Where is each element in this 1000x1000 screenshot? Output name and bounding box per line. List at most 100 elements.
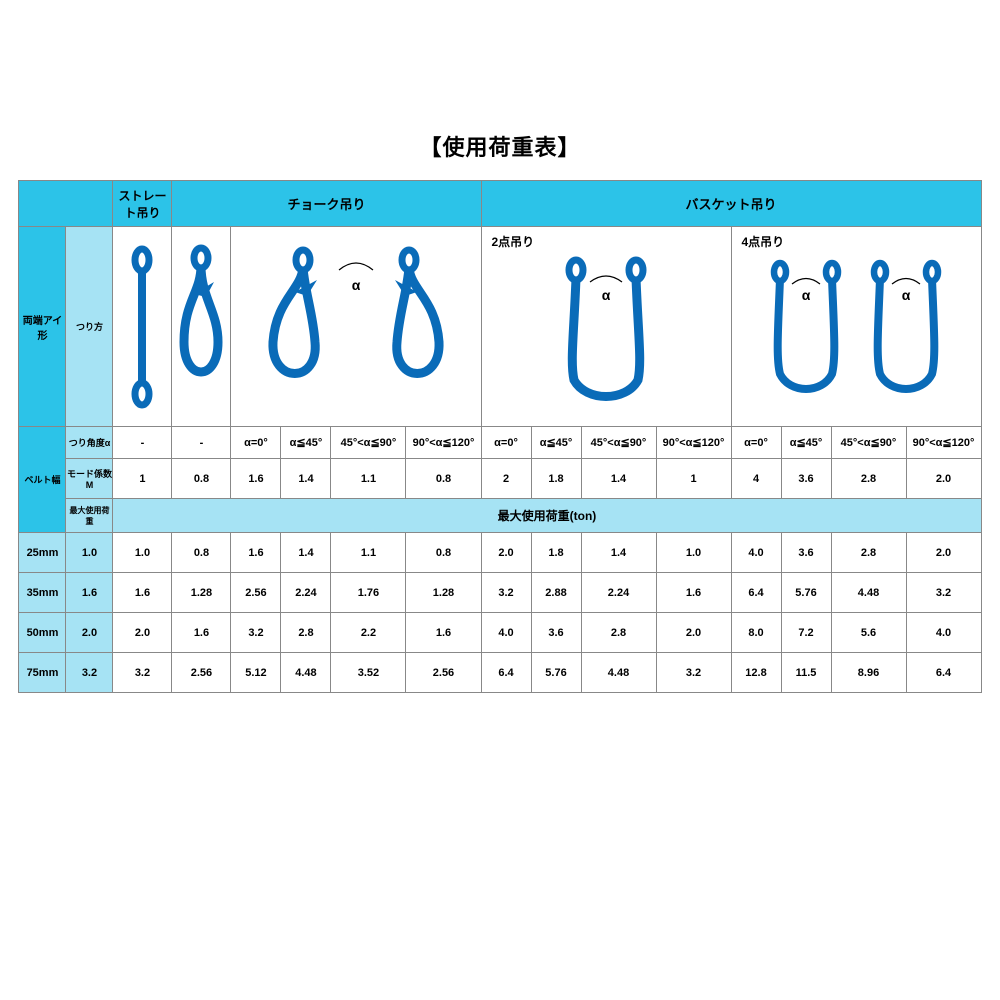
d0-8: 1.4 (581, 533, 656, 573)
hdr-straight: ストレート吊り (113, 181, 172, 227)
m-5: 0.8 (406, 459, 481, 499)
d3-9: 3.2 (656, 653, 731, 693)
d3-5: 2.56 (406, 653, 481, 693)
d3-2: 5.12 (231, 653, 281, 693)
d3-10: 12.8 (731, 653, 781, 693)
d1-11: 5.76 (781, 573, 831, 613)
d0-9: 1.0 (656, 533, 731, 573)
d3-0: 3.2 (113, 653, 172, 693)
d3-7: 5.76 (531, 653, 581, 693)
d1-4: 1.76 (331, 573, 406, 613)
d1-9: 1.6 (656, 573, 731, 613)
ang-12: 45°<α≦90° (831, 427, 906, 459)
d0-1: 0.8 (172, 533, 231, 573)
d0-11: 3.6 (781, 533, 831, 573)
ang-0: - (113, 427, 172, 459)
m-10: 4 (731, 459, 781, 499)
illus-choker-single (172, 227, 231, 427)
d1-1: 1.28 (172, 573, 231, 613)
maxload-title: 最大使用荷重(ton) (113, 499, 981, 533)
d2-1: 1.6 (172, 613, 231, 653)
ang-5: 90°<α≦120° (406, 427, 481, 459)
illus-straight (113, 227, 172, 427)
d2-7: 3.6 (531, 613, 581, 653)
ang-8: 45°<α≦90° (581, 427, 656, 459)
d0-10: 4.0 (731, 533, 781, 573)
d2-6: 4.0 (481, 613, 531, 653)
d2-10: 8.0 (731, 613, 781, 653)
data-row-2: 50mm 2.0 2.0 1.6 3.2 2.8 2.2 1.6 4.0 3.6… (19, 613, 981, 653)
d3-6: 6.4 (481, 653, 531, 693)
svg-text:α: α (602, 287, 611, 303)
d3-4: 3.52 (331, 653, 406, 693)
ang-7: α≦45° (531, 427, 581, 459)
d1-10: 6.4 (731, 573, 781, 613)
ang-2: α=0° (231, 427, 281, 459)
mode-label: モード係数M (66, 459, 113, 499)
m-8: 1.4 (581, 459, 656, 499)
d3-11: 11.5 (781, 653, 831, 693)
illus-basket-2pt: 2点吊り α (481, 227, 731, 427)
d3-13: 6.4 (906, 653, 981, 693)
d1-8: 2.24 (581, 573, 656, 613)
ang-13: 90°<α≦120° (906, 427, 981, 459)
d3-12: 8.96 (831, 653, 906, 693)
d0-12: 2.8 (831, 533, 906, 573)
d3-1: 2.56 (172, 653, 231, 693)
d0-6: 2.0 (481, 533, 531, 573)
angle-row: ベルト幅 つり角度α - - α=0° α≦45° 45°<α≦90° 90°<… (19, 427, 981, 459)
m-11: 3.6 (781, 459, 831, 499)
mode-row: モード係数M 1 0.8 1.6 1.4 1.1 0.8 2 1.8 1.4 1… (19, 459, 981, 499)
ang-11: α≦45° (781, 427, 831, 459)
hdr-method: つり方 (66, 227, 113, 427)
maxload-side: 最大使用荷重 (66, 499, 113, 533)
d2-2: 3.2 (231, 613, 281, 653)
data-row-3: 75mm 3.2 3.2 2.56 5.12 4.48 3.52 2.56 6.… (19, 653, 981, 693)
base-0: 1.0 (66, 533, 113, 573)
m-12: 2.8 (831, 459, 906, 499)
label-2pt: 2点吊り (492, 233, 535, 250)
d0-4: 1.1 (331, 533, 406, 573)
hdr-choker: チョーク吊り (172, 181, 481, 227)
d1-3: 2.24 (281, 573, 331, 613)
belt-2: 50mm (19, 613, 66, 653)
d1-0: 1.6 (113, 573, 172, 613)
d0-7: 1.8 (531, 533, 581, 573)
belt-1: 35mm (19, 573, 66, 613)
d0-13: 2.0 (906, 533, 981, 573)
d2-13: 4.0 (906, 613, 981, 653)
d2-8: 2.8 (581, 613, 656, 653)
m-13: 2.0 (906, 459, 981, 499)
header-row-1: ストレート吊り チョーク吊り バスケット吊り (19, 181, 981, 227)
ang-10: α=0° (731, 427, 781, 459)
d2-4: 2.2 (331, 613, 406, 653)
d0-2: 1.6 (231, 533, 281, 573)
d0-0: 1.0 (113, 533, 172, 573)
ang-6: α=0° (481, 427, 531, 459)
base-2: 2.0 (66, 613, 113, 653)
base-1: 1.6 (66, 573, 113, 613)
d3-3: 4.48 (281, 653, 331, 693)
m-2: 1.6 (231, 459, 281, 499)
m-7: 1.8 (531, 459, 581, 499)
svg-text:α: α (902, 287, 911, 303)
m-9: 1 (656, 459, 731, 499)
d1-5: 1.28 (406, 573, 481, 613)
m-1: 0.8 (172, 459, 231, 499)
m-6: 2 (481, 459, 531, 499)
ang-4: 45°<α≦90° (331, 427, 406, 459)
load-table: ストレート吊り チョーク吊り バスケット吊り 両端アイ形 つり方 (18, 180, 981, 693)
illus-basket-4pt: 4点吊り α α (731, 227, 981, 427)
d1-2: 2.56 (231, 573, 281, 613)
belt-3: 75mm (19, 653, 66, 693)
d2-11: 7.2 (781, 613, 831, 653)
base-3: 3.2 (66, 653, 113, 693)
m-3: 1.4 (281, 459, 331, 499)
d0-5: 0.8 (406, 533, 481, 573)
d2-0: 2.0 (113, 613, 172, 653)
d2-12: 5.6 (831, 613, 906, 653)
ang-1: - (172, 427, 231, 459)
illustration-row: 両端アイ形 つり方 α (19, 227, 981, 427)
d1-7: 2.88 (531, 573, 581, 613)
d2-3: 2.8 (281, 613, 331, 653)
